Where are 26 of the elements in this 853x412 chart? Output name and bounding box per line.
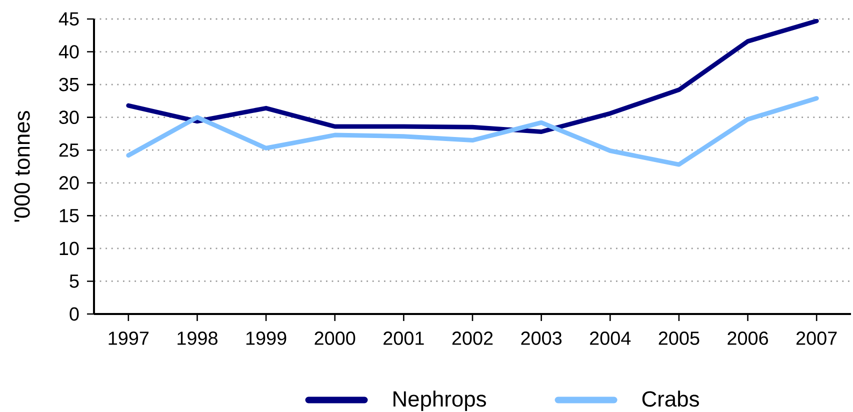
x-tick-label: 2004 xyxy=(590,332,631,345)
x-tick-label: 2003 xyxy=(521,332,562,345)
y-tick-label: 0 xyxy=(70,307,79,321)
x-tick-label: 1999 xyxy=(246,332,286,345)
legend-label: Crabs xyxy=(642,390,699,407)
legend-label: Nephrops xyxy=(394,390,486,412)
x-tick-label: 2005 xyxy=(658,332,700,345)
y-tick-label: 35 xyxy=(59,78,79,92)
y-tick-label: 25 xyxy=(59,143,79,157)
y-tick-label: 40 xyxy=(58,45,79,58)
y-tick-label: 10 xyxy=(60,242,79,256)
x-tick-label: 2000 xyxy=(314,332,356,345)
y-tick-label: 15 xyxy=(60,209,79,222)
x-tick-label: 1997 xyxy=(108,332,149,345)
y-tick-label: 20 xyxy=(59,176,79,190)
y-tick-label: 5 xyxy=(70,274,79,288)
x-tick-label: 2006 xyxy=(728,332,768,345)
line-series xyxy=(126,19,819,134)
x-tick-label: 2001 xyxy=(384,332,424,345)
y-tick-label: 30 xyxy=(59,110,79,124)
x-tick-label: 1998 xyxy=(178,332,218,345)
line-series xyxy=(126,96,819,167)
x-tick-label: 2002 xyxy=(452,332,493,345)
y-tick-label: 45 xyxy=(58,12,79,26)
x-tick-label: 2007 xyxy=(796,332,837,345)
y-axis-title: '000 tonnes xyxy=(14,111,30,222)
